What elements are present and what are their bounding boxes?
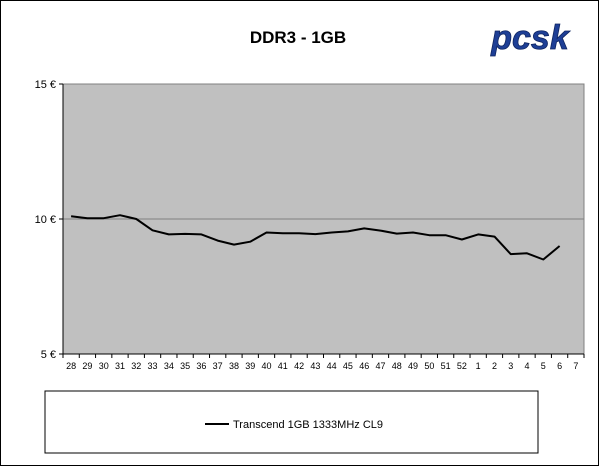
y-axis-ticks: 5 € 10 € 15 €: [35, 79, 63, 361]
x-tick-label: 33: [148, 361, 158, 371]
y-tick-label: 15 €: [35, 79, 56, 91]
x-tick-label: 44: [327, 361, 337, 371]
legend: Transcend 1GB 1333MHz CL9: [205, 419, 383, 431]
x-tick-label: 40: [262, 361, 272, 371]
pcsk-logo: pcsk: [490, 19, 571, 58]
x-tick-label: 45: [343, 361, 353, 371]
x-tick-label: 42: [294, 361, 304, 371]
x-tick-label: 39: [245, 361, 255, 371]
x-tick-label: 48: [392, 361, 402, 371]
x-tick-label: 38: [229, 361, 239, 371]
x-tick-label: 49: [408, 361, 418, 371]
x-tick-label: 36: [196, 361, 206, 371]
x-tick-label: 2: [492, 361, 497, 371]
x-tick-label: 46: [359, 361, 369, 371]
y-tick-label: 5 €: [41, 349, 56, 361]
x-tick-label: 34: [164, 361, 174, 371]
x-tick-label: 32: [131, 361, 141, 371]
logo-text: pcsk: [490, 19, 571, 57]
x-tick-label: 52: [457, 361, 467, 371]
x-tick-label: 28: [66, 361, 76, 371]
x-tick-label: 6: [557, 361, 562, 371]
x-axis-ticks: 28 29 30 31 32 33 34 35 36 37 38 39 40 41 42 43 44 45 46 47…: [62, 354, 585, 371]
x-tick-label: 7: [573, 361, 578, 371]
x-tick-label: 47: [375, 361, 385, 371]
x-tick-label: 41: [278, 361, 288, 371]
x-tick-label: 51: [441, 361, 451, 371]
x-tick-label: 43: [310, 361, 320, 371]
x-tick-label: 35: [180, 361, 190, 371]
x-tick-label: 30: [99, 361, 109, 371]
legend-label: Transcend 1GB 1333MHz CL9: [233, 419, 383, 431]
x-tick-label: 4: [525, 361, 530, 371]
x-tick-label: 29: [82, 361, 92, 371]
x-tick-label: 31: [115, 361, 125, 371]
x-tick-label: 5: [541, 361, 546, 371]
x-tick-label: 1: [476, 361, 481, 371]
legend-box: [44, 390, 539, 454]
series-lines: [70, 214, 561, 261]
y-tick-label: 10 €: [35, 214, 56, 226]
x-tick-label: 50: [424, 361, 434, 371]
x-tick-label: 37: [213, 361, 223, 371]
chart-title: DDR3 - 1GB: [250, 28, 346, 47]
x-tick-label: 3: [508, 361, 513, 371]
series-line: [70, 214, 561, 261]
